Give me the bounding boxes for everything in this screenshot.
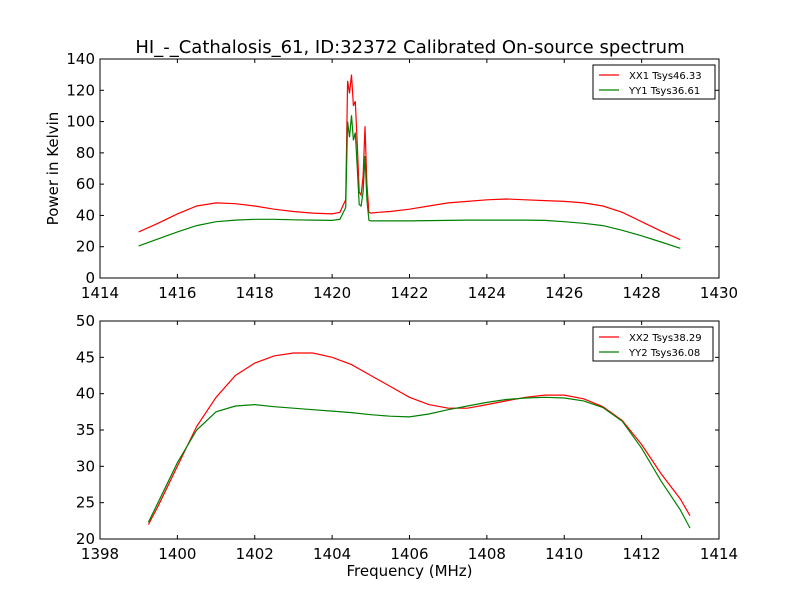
x-tick-label: 1404	[313, 545, 351, 563]
series-line-2	[147, 396, 691, 529]
legend-label: YY2 Tsys36.08	[628, 348, 700, 359]
x-tick-label: 1418	[236, 284, 274, 302]
y-tick-label: 20	[76, 530, 95, 548]
top-spectrum-panel: 1414 1416 1418 1420 1422 1424 1426 1428 1430 0 20 4…	[44, 50, 738, 302]
series-line-2	[138, 115, 681, 249]
y-tick-label: 30	[76, 457, 95, 475]
x-tick-label: 1400	[158, 545, 196, 563]
y-tick-label: 35	[76, 421, 95, 439]
y-tick-label: 0	[85, 269, 95, 287]
x-tick-label: 1402	[236, 545, 274, 563]
legend-label: XX1 Tsys46.33	[629, 71, 702, 82]
chart-title: HI_-_Cathalosis_61, ID:32372 Calibrated …	[135, 37, 684, 58]
x-tick-label: 1424	[468, 284, 506, 302]
x-tick-label: 1406	[390, 545, 428, 563]
x-tick-label: 1416	[158, 284, 196, 302]
y-tick-label: 45	[76, 348, 95, 366]
x-tick-label: 1414	[700, 545, 738, 563]
y-tick-label: 40	[76, 206, 95, 224]
x-tick-label: 1410	[545, 545, 583, 563]
y-tick-label: 60	[76, 175, 95, 193]
y-tick-label: 100	[66, 113, 95, 131]
legend: XX2 Tsys38.29 YY2 Tsys36.08	[592, 326, 714, 362]
x-tick-label: 1408	[468, 545, 506, 563]
legend-label: XX2 Tsys38.29	[629, 333, 702, 344]
bottom-spectrum-panel: 1398 1400 1402 1404 1406 1408 1410 1412 1414 20 25…	[76, 312, 738, 580]
x-tick-label: 1428	[623, 284, 661, 302]
x-tick-label: 1398	[81, 545, 119, 563]
x-tick-label: 1430	[700, 284, 738, 302]
x-tick-label: 1420	[313, 284, 351, 302]
y-tick-label: 80	[76, 144, 95, 162]
series-line-1	[138, 74, 681, 241]
y-tick-label: 140	[66, 50, 95, 68]
y-tick-label: 120	[66, 81, 95, 99]
y-tick-label: 50	[76, 312, 95, 330]
y-tick-label: 20	[76, 238, 95, 256]
series-line-1	[147, 352, 691, 525]
y-tick-label: 40	[76, 385, 95, 403]
legend-box	[592, 326, 714, 362]
legend-label: YY1 Tsys36.61	[628, 86, 700, 97]
y-axis-label: Power in Kelvin	[44, 112, 62, 226]
x-tick-label: 1412	[623, 545, 661, 563]
legend-box	[592, 64, 716, 100]
y-tick-label: 25	[76, 494, 95, 512]
x-axis-label: Frequency (MHz)	[346, 562, 472, 580]
x-tick-label: 1422	[390, 284, 428, 302]
x-tick-label: 1414	[81, 284, 119, 302]
x-tick-label: 1426	[545, 284, 583, 302]
legend: XX1 Tsys46.33 YY1 Tsys36.61	[592, 64, 716, 100]
